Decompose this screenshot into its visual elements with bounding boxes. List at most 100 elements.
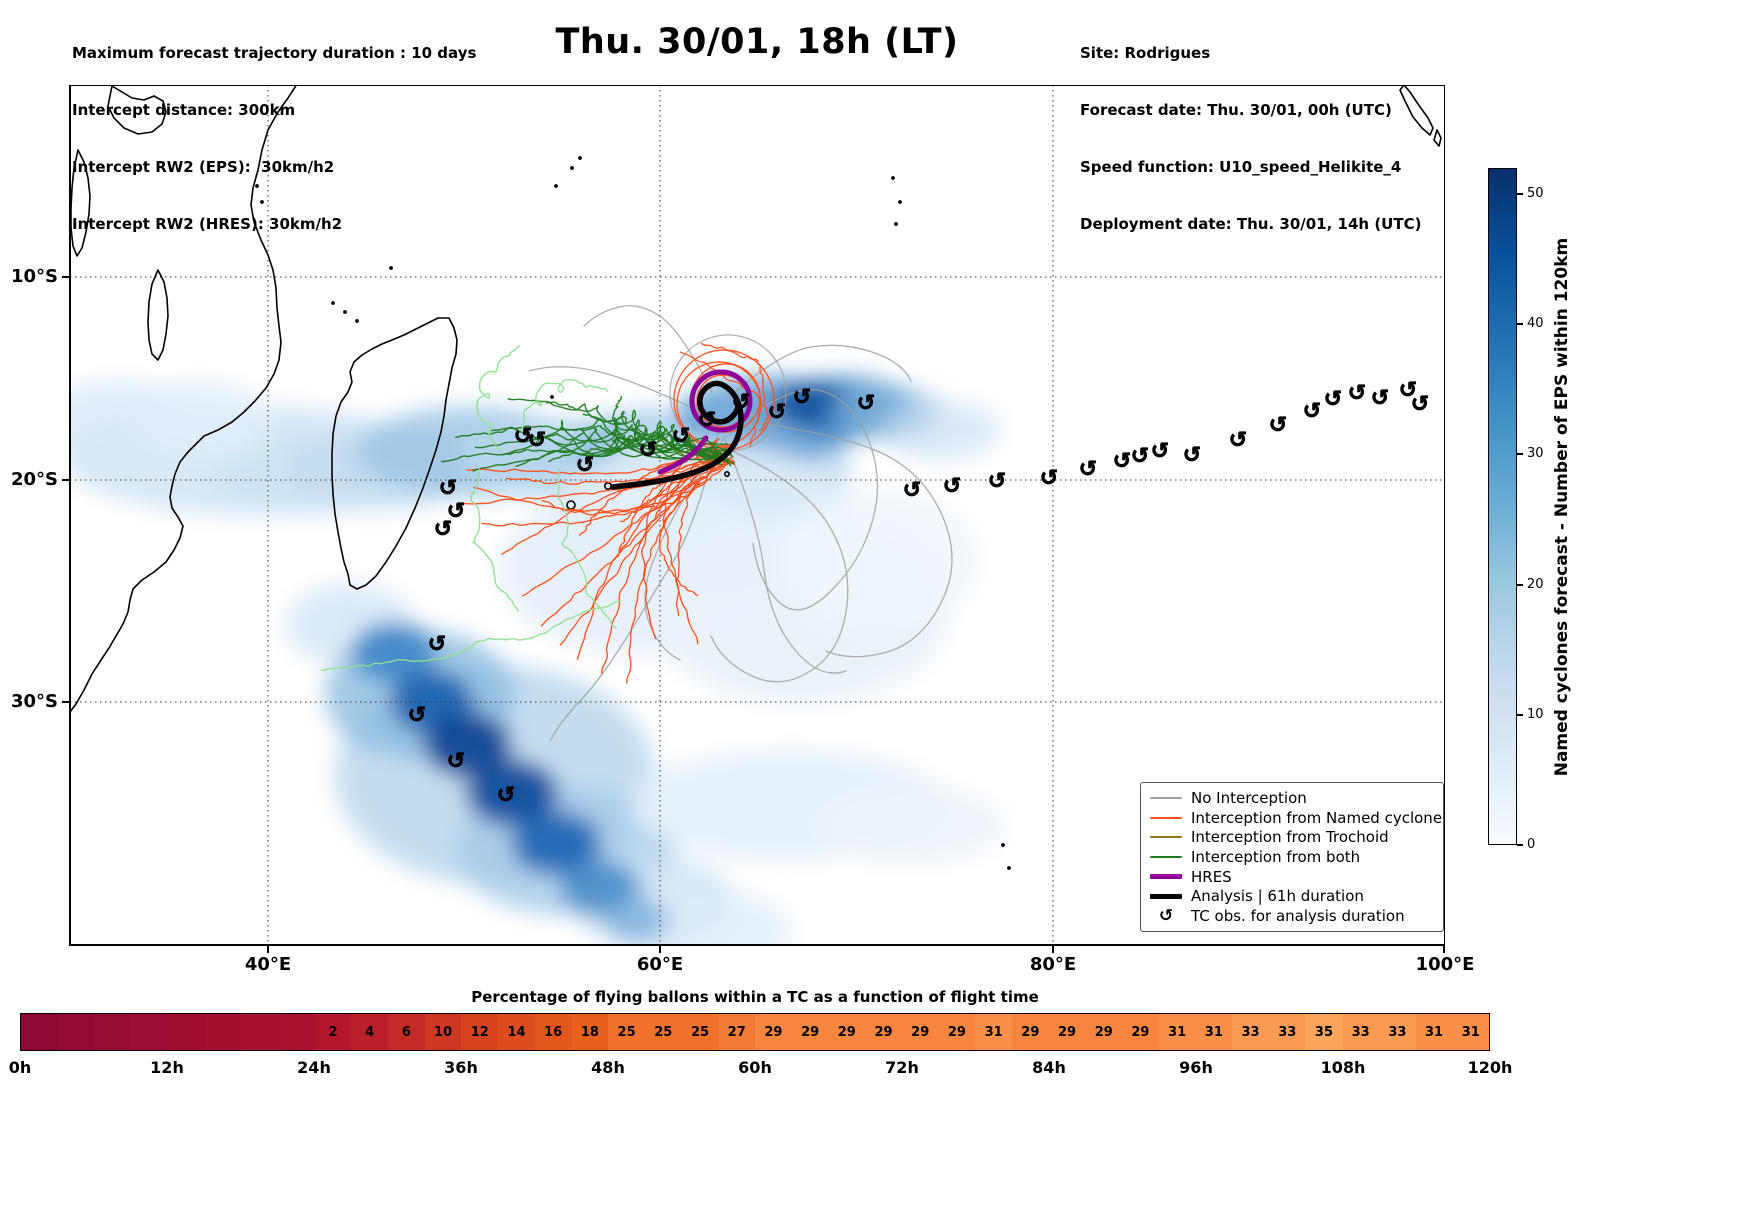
island-dot <box>1007 866 1011 870</box>
flight-time-tick-label: 60h <box>738 1058 772 1077</box>
tc-observation-symbol: ↺ <box>943 474 961 499</box>
colorbar-tick-label: 50 <box>1527 186 1544 202</box>
map-plot: ↺↺↺↺↺↺↺↺↺↺ ↺↺ ↺↺ ↺ ↺ ↺ ↺ ↺ ↺ ↺ ↺↺↺↺ ↺ ↺ ↺ ↺↺↺↺↺↺ <box>62 85 1445 953</box>
island-dot <box>260 200 264 204</box>
no-interception-trajectory <box>710 449 849 683</box>
flight-time-tick-label: 36h <box>444 1058 478 1077</box>
legend-label: No Interception <box>1191 788 1307 807</box>
sumatra-coast <box>1399 85 1434 136</box>
config-line: Speed function: U10_speed_Helikite_4 <box>1080 158 1402 176</box>
named-cyclone-trajectory <box>620 442 735 523</box>
island-dot <box>255 184 259 188</box>
density-blob <box>602 898 670 942</box>
colorbar-tick-mark <box>1517 844 1523 846</box>
flight-bar-cell: 33 <box>1379 1014 1416 1050</box>
x-tick-label: 100°E <box>1415 954 1475 975</box>
tc-observation-symbol: ↺ <box>447 749 465 774</box>
colorbar-tick-label: 10 <box>1527 706 1544 722</box>
tc-observation-symbol: ↺ <box>732 390 750 415</box>
tc-observation-symbol: ↺ <box>514 424 532 449</box>
tc-observation-symbol: ↺ <box>408 703 426 728</box>
legend-item: HRES <box>1150 867 1434 886</box>
flight-bar-cell: 10 <box>424 1014 462 1050</box>
named-cyclone-trajectory <box>505 456 722 485</box>
island-dot <box>355 319 359 323</box>
tc-observation-symbol: ↺ <box>698 408 716 433</box>
both-interception-trajectory <box>455 419 720 453</box>
legend-label: Interception from Trochoid <box>1191 828 1389 847</box>
eps-density-heatmap <box>70 375 1005 945</box>
tc-observation-symbol: ↺ <box>428 632 446 657</box>
graticule <box>70 85 1445 945</box>
colorbar-tick-label: 40 <box>1527 316 1544 332</box>
colorbar-tick-mark <box>1517 713 1523 716</box>
legend-line-sample <box>1150 893 1182 899</box>
flight-bar-cell <box>94 1014 132 1050</box>
tc-observation-layer: ↺↺↺↺↺↺↺↺↺↺ ↺↺ ↺↺ ↺ ↺ ↺ ↺ ↺ ↺ ↺ ↺↺↺↺ ↺ ↺ ↺ ↺↺↺↺↺↺ <box>407 378 1429 809</box>
small-islands <box>255 156 1011 870</box>
density-blob <box>130 380 270 460</box>
map-border <box>69 85 1445 946</box>
config-line: Intercept RW2 (HRES): 30km/h2 <box>72 215 343 233</box>
flight-time-tick-label: 96h <box>1179 1058 1213 1077</box>
tc-observation-symbol: ↺ <box>1183 443 1201 468</box>
coastlines <box>70 85 1442 713</box>
named-cyclone-trajectory <box>679 351 763 448</box>
island-dot <box>1001 843 1005 847</box>
density-blob <box>815 785 1005 865</box>
eps-colorbar <box>1488 168 1517 845</box>
legend-item: ↺ TC obs. for analysis duration <box>1150 907 1434 926</box>
site-config-block: Site: Rodrigues Forecast date: Thu. 30/0… <box>1080 6 1421 272</box>
flight-bar-cell: 33 <box>1232 1014 1269 1050</box>
analysis-trajectory <box>610 380 744 490</box>
tc-observation-symbol: ↺ <box>988 469 1006 494</box>
legend-line-sample <box>1150 855 1182 858</box>
flight-bar-cell: 29 <box>828 1014 866 1050</box>
flight-bar-cell: 18 <box>571 1014 609 1050</box>
config-line: Intercept distance: 300km <box>72 101 296 119</box>
flight-bar-cell: 25 <box>644 1014 682 1050</box>
tc-observation-symbol: ↺ <box>1399 378 1417 403</box>
tc-observation-symbol: ↺ <box>1348 381 1366 406</box>
density-blob <box>466 760 558 826</box>
tc-observation-symbol: ↺ <box>1371 386 1389 411</box>
config-line: Intercept RW2 (EPS): 30km/h2 <box>72 158 335 176</box>
no-interception-trajectory <box>549 431 719 742</box>
colorbar-tick-mark <box>1517 453 1523 456</box>
flight-time-tick-label: 24h <box>297 1058 331 1077</box>
flight-time-tick-label: 12h <box>150 1058 184 1077</box>
flight-bar-cell: 29 <box>755 1014 792 1050</box>
flight-bar-cell: 29 <box>1048 1014 1086 1050</box>
named-cyclone-trajectory <box>481 459 730 527</box>
both-interception-trajectory <box>320 599 621 672</box>
flight-bar-cell <box>204 1014 242 1050</box>
density-blob <box>880 400 1000 460</box>
flight-time-tick-label: 0h <box>8 1058 32 1077</box>
colorbar-tick-label: 0 <box>1527 837 1536 852</box>
x-tick-label: 60°E <box>636 954 684 975</box>
flight-bar-cell: 12 <box>461 1014 499 1050</box>
flight-bar-cell <box>131 1014 168 1050</box>
flight-bar-cell <box>57 1014 95 1050</box>
tc-symbol-sample: ↺ <box>1158 905 1174 926</box>
flight-bar-cell: 31 <box>1452 1014 1490 1050</box>
legend-line-sample <box>1150 836 1182 839</box>
lake-malawi <box>147 269 169 361</box>
x-tick-label: 80°E <box>1029 954 1077 975</box>
flight-bar-cell: 25 <box>681 1014 719 1050</box>
flight-bar-cell: 29 <box>791 1014 829 1050</box>
flight-bar-cell <box>277 1014 315 1050</box>
named-cyclone-trajectory <box>700 342 770 432</box>
flight-bar-cell: 29 <box>1085 1014 1123 1050</box>
both-interception-trajectory <box>556 468 617 630</box>
flight-bar-cell: 35 <box>1305 1014 1343 1050</box>
flight-percentage-bar: 2 4 6 10 12 14 16 18 25 25 25 27 29 29 29 29 29 29 31 29 29 2… <box>20 1013 1490 1051</box>
flight-bar-cell: 31 <box>1415 1014 1453 1050</box>
config-line: Site: Rodrigues <box>1080 44 1211 62</box>
flight-time-tick-label: 108h <box>1320 1058 1366 1077</box>
legend-label: Interception from both <box>1191 847 1361 866</box>
legend-item: No Interception <box>1150 788 1434 807</box>
flight-bar-cell: 25 <box>608 1014 645 1050</box>
named-cyclone-trajectory <box>675 461 736 617</box>
